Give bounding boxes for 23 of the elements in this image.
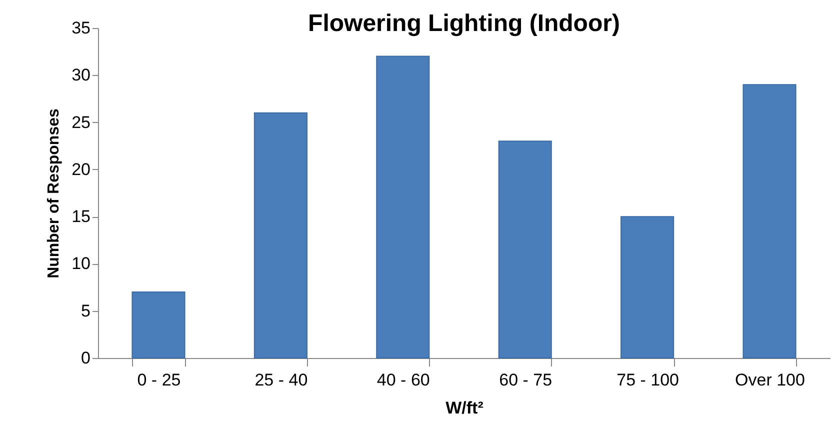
x-axis-title: W/ft² (446, 398, 484, 418)
y-tick-label: 25 (72, 112, 90, 132)
y-tick-label: 35 (72, 18, 90, 38)
y-tick-label: 20 (72, 160, 90, 179)
y-tick-label: 0 (81, 348, 90, 368)
bar (132, 292, 186, 358)
x-tick-label: 75 - 100 (616, 370, 679, 390)
bar (620, 216, 674, 358)
bar (254, 112, 308, 358)
y-tick-label: 5 (81, 301, 90, 320)
bar (742, 84, 796, 358)
x-tick-label: 40 - 60 (376, 370, 430, 390)
x-tick-label: 25 - 40 (254, 370, 308, 390)
y-axis-title: Number of Responses (46, 108, 63, 278)
bar (376, 56, 430, 358)
chart-title: Flowering Lighting (Indoor) (308, 10, 620, 37)
x-tick-label: 0 - 25 (137, 370, 181, 390)
y-tick-label: 15 (72, 207, 90, 226)
bar (498, 140, 552, 358)
y-tick-label: 10 (72, 254, 90, 274)
x-tick-label: Over 100 (735, 370, 805, 390)
x-tick-label: 60 - 75 (499, 370, 552, 390)
y-tick-label: 30 (72, 66, 90, 85)
